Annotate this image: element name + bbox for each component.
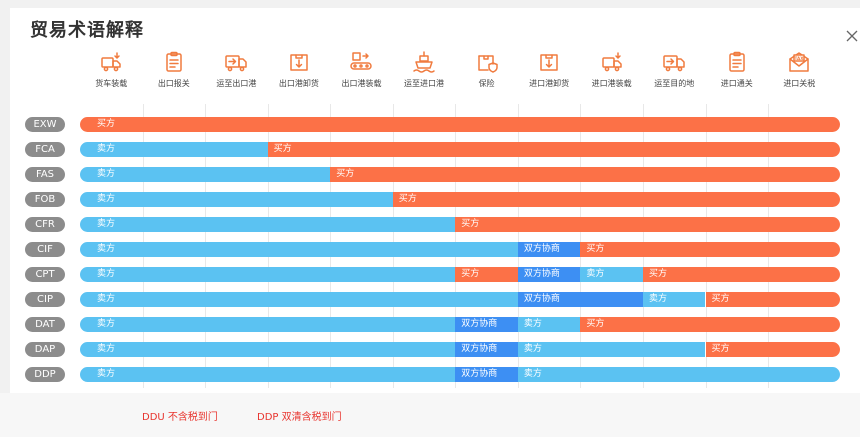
responsibility-segment-both: 双方协商 <box>517 267 581 282</box>
step-label: 进口通关 <box>720 79 753 88</box>
responsibility-segment-both: 双方协商 <box>455 317 518 332</box>
term-code-fas: FAS <box>25 167 65 182</box>
process-step: 进口港卸货 <box>518 50 580 89</box>
footer-notes: DDU 不含税到门 DDP 双清含税到门 <box>0 393 860 437</box>
step-label: 运至进口港 <box>404 79 445 88</box>
term-code-cif: CIF <box>25 242 65 257</box>
responsibility-segment-seller: 卖方 <box>80 367 456 382</box>
responsibility-segment-buyer: 买方 <box>455 267 518 282</box>
responsibility-segment-both: 双方协商 <box>517 292 643 307</box>
process-step: 运至进口港 <box>393 50 455 89</box>
clipboard-icon <box>729 51 745 72</box>
term-code-cpt: CPT <box>25 267 65 282</box>
truck-forward-icon <box>225 55 248 72</box>
responsibility-segment-buyer: 买方 <box>580 317 840 332</box>
conveyor-icon <box>350 52 373 70</box>
step-label: 货车装载 <box>95 79 128 88</box>
responsibility-segment-seller: 卖方 <box>80 142 268 157</box>
step-label: 进口港装载 <box>591 79 632 88</box>
term-code-cip: CIP <box>25 292 65 307</box>
process-step: 出口报关 <box>143 50 205 89</box>
responsibility-segment-buyer: 买方 <box>80 117 840 132</box>
ship-icon <box>413 51 435 73</box>
step-label: 保险 <box>478 79 495 88</box>
box-unload-icon <box>540 54 558 71</box>
responsibility-segment-seller: 卖方 <box>80 342 456 357</box>
step-label: 运至目的地 <box>654 79 695 88</box>
step-label: 出口报关 <box>157 79 190 88</box>
responsibility-segment-seller: 卖方 <box>517 342 706 357</box>
responsibility-segment-seller: 卖方 <box>517 367 840 382</box>
responsibility-segment-both: 双方协商 <box>517 242 581 257</box>
tax-envelope-icon: TAX <box>789 52 810 72</box>
responsibility-segment-buyer: 买方 <box>705 342 840 357</box>
responsibility-segment-seller: 卖方 <box>80 292 518 307</box>
responsibility-segment-buyer: 买方 <box>642 267 840 282</box>
truck-loading-icon <box>601 52 622 72</box>
process-step: 保险 <box>456 50 518 89</box>
process-step: 运至目的地 <box>643 50 705 89</box>
clipboard-icon <box>166 51 182 72</box>
step-label: 进口港卸货 <box>529 79 570 88</box>
truck-loading-icon <box>101 52 122 72</box>
process-step: 出口港装载 <box>330 50 392 89</box>
truck-forward-icon <box>663 55 685 72</box>
responsibility-segment-both: 双方协商 <box>455 342 518 357</box>
step-label: 出口港卸货 <box>278 79 319 88</box>
term-code-cfr: CFR <box>25 217 65 232</box>
process-step: 出口港卸货 <box>268 50 330 89</box>
responsibility-segment-seller: 卖方 <box>80 317 456 332</box>
responsibility-segment-buyer: 买方 <box>392 192 840 207</box>
responsibility-segment-buyer: 买方 <box>705 292 840 307</box>
step-label: 出口港装载 <box>341 79 382 88</box>
term-code-dat: DAT <box>25 317 65 332</box>
box-unload-icon <box>290 54 308 71</box>
svg-text:TAX: TAX <box>795 56 805 61</box>
responsibility-segment-buyer: 买方 <box>455 217 840 232</box>
responsibility-segment-seller: 卖方 <box>80 217 456 232</box>
term-code-fob: FOB <box>25 192 65 207</box>
responsibility-segment-seller: 卖方 <box>80 267 456 282</box>
process-step: 运至出口港 <box>205 50 267 89</box>
process-step: 进口通关 <box>706 50 768 89</box>
process-step: 货车装载 <box>80 50 142 89</box>
responsibility-segment-seller: 卖方 <box>580 267 643 282</box>
step-label: 进口关税 <box>783 79 816 88</box>
responsibility-segment-seller: 卖方 <box>80 192 393 207</box>
responsibility-segment-seller: 卖方 <box>80 167 331 182</box>
insurance-box-icon <box>477 55 498 73</box>
responsibility-segment-seller: 卖方 <box>80 242 518 257</box>
term-code-dap: DAP <box>25 342 65 357</box>
responsibility-segment-buyer: 买方 <box>267 142 840 157</box>
responsibility-segment-both: 双方协商 <box>455 367 518 382</box>
responsibility-segment-seller: 卖方 <box>517 317 581 332</box>
responsibility-segment-seller: 卖方 <box>642 292 706 307</box>
note-ddp: DDP 双清含税到门 <box>257 412 342 423</box>
page-title: 贸易术语解释 <box>30 20 144 41</box>
step-label: 运至出口港 <box>216 79 257 88</box>
process-step: 进口港装载 <box>581 50 643 89</box>
term-code-ddp: DDP <box>25 367 65 382</box>
responsibility-segment-buyer: 买方 <box>330 167 840 182</box>
note-ddu: DDU 不含税到门 <box>142 412 218 423</box>
term-code-fca: FCA <box>25 142 65 157</box>
process-step: TAX 进口关税 <box>768 50 830 89</box>
responsibility-segment-buyer: 买方 <box>580 242 840 257</box>
close-icon[interactable] <box>844 28 860 44</box>
term-code-exw: EXW <box>25 117 65 132</box>
